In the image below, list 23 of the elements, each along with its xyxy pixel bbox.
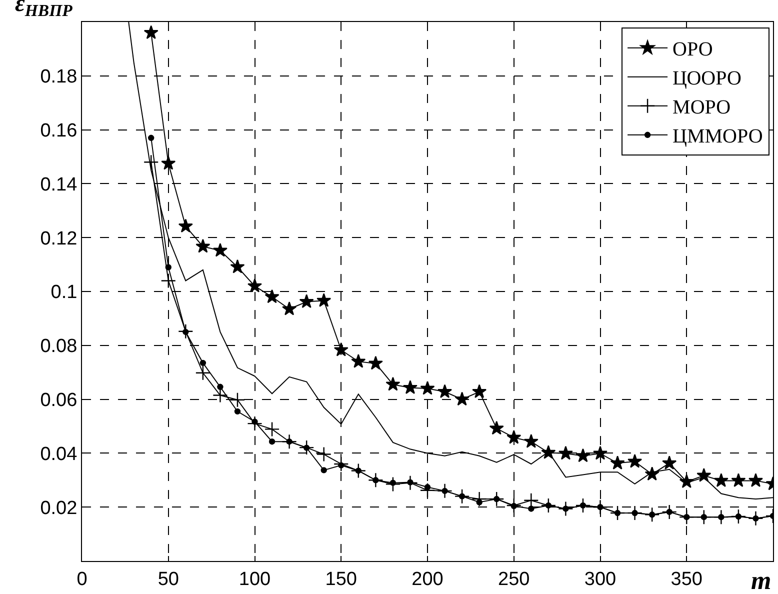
y-tick-label: 0.06 xyxy=(40,390,78,411)
legend-label: ЦММОРО xyxy=(672,126,763,148)
x-tick-label: 0 xyxy=(76,568,88,590)
x-tick-label: 350 xyxy=(670,568,702,590)
y-tick-label: 0.16 xyxy=(40,120,78,142)
x-axis-title: m xyxy=(751,566,772,594)
y-tick-label: 0.08 xyxy=(40,336,78,358)
x-tick-label: 100 xyxy=(238,568,271,590)
y-tick-label: 0.04 xyxy=(40,444,78,465)
y-axis-title: ε$_{НВПР}$ xyxy=(15,0,74,20)
x-tick-label: 300 xyxy=(584,568,616,590)
y-tick-label: 0.14 xyxy=(40,174,78,196)
legend-label: ЦООРО xyxy=(672,68,742,90)
y-tick-label: 0.1 xyxy=(50,282,78,304)
x-tick-label: 150 xyxy=(325,568,357,590)
y-tick-label: 0.18 xyxy=(40,66,78,88)
y-tick-label: 0.12 xyxy=(40,228,78,250)
x-tick-label: 50 xyxy=(158,568,179,590)
legend-label: ОРО xyxy=(672,38,713,61)
x-tick-label: 200 xyxy=(412,568,444,590)
legend-label: МОРО xyxy=(672,96,731,119)
y-tick-label: 0.02 xyxy=(40,498,78,519)
x-tick-label: 250 xyxy=(498,568,530,590)
